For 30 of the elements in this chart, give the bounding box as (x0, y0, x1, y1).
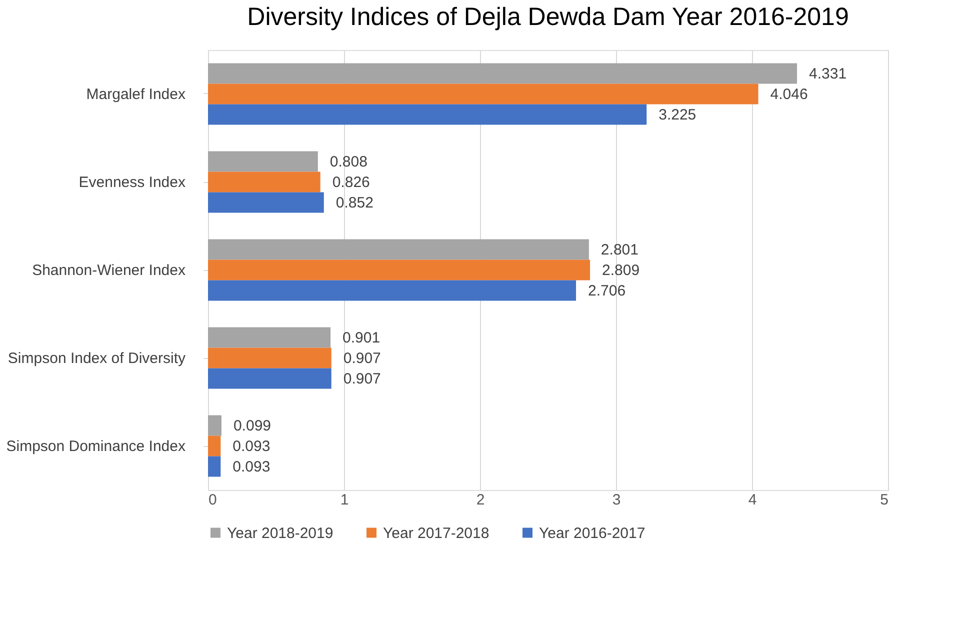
x-tick-label: 1 (340, 492, 349, 508)
data-label: 3.225 (658, 106, 696, 124)
chart-title: Diversity Indices of Dejla Dewda Dam Year 2016-2019 (247, 3, 849, 31)
data-label: 0.901 (342, 329, 380, 346)
y-tick-label: Simpson Dominance Index (6, 438, 186, 455)
x-tick-label: 0 (208, 492, 217, 508)
x-tick-label: 2 (476, 492, 485, 508)
legend-label: Year 2017-2018 (383, 524, 490, 542)
x-tick-label: 5 (880, 492, 888, 508)
data-label: 2.801 (600, 241, 638, 258)
data-label: 0.907 (343, 350, 381, 367)
x-tick-label: 3 (612, 492, 621, 508)
data-label: 0.099 (233, 417, 272, 434)
data-label: 4.046 (770, 86, 808, 103)
legend-label: Year 2018-2019 (227, 524, 334, 542)
data-label: 0.907 (343, 370, 381, 388)
legend-label: Year 2016-2017 (539, 524, 646, 542)
data-label: 4.331 (809, 65, 847, 82)
y-tick-label: Margalef Index (86, 86, 186, 103)
data-label: 0.852 (336, 194, 374, 212)
y-tick-label: Simpson Index of Diversity (8, 350, 186, 367)
y-tick-label: Evenness Index (78, 174, 186, 191)
y-tick-label: Shannon-Wiener Index (32, 262, 186, 279)
data-label: 0.093 (232, 438, 270, 455)
data-label: 2.706 (588, 282, 626, 300)
data-label: 0.093 (232, 458, 270, 476)
data-label: 2.809 (602, 262, 640, 279)
x-tick-label: 4 (748, 492, 757, 508)
data-label: 0.826 (332, 174, 370, 191)
data-label: 0.808 (330, 153, 368, 170)
